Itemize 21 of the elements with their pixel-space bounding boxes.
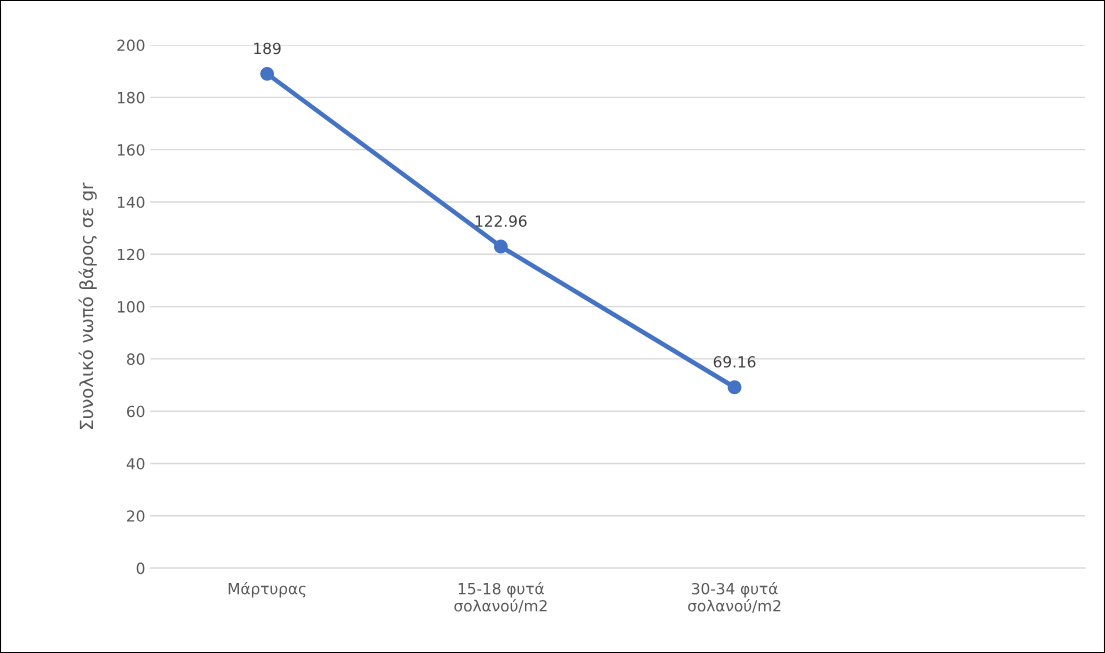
y-tick-label: 40 [126,457,145,470]
point [727,380,742,395]
point [260,66,275,81]
x-tick-label: 30-34 φυτά σολανού/m2 [688,582,781,613]
y-tick-label: 140 [117,196,145,208]
y-tick-label: 60 [127,405,145,418]
x-tick-label: 15-18 φυτά σολανού/m2 [454,582,547,613]
y-tick-label: 80 [127,353,145,365]
y-tick-label: 180 [117,91,145,104]
y-tick-label: 160 [117,144,145,156]
x-tick-label: Μάρτυρας [228,582,306,598]
y-tick-label: 100 [117,301,145,313]
data-label: 189 [254,42,281,55]
data-label: 69.16 [713,356,756,368]
data-label: 122.96 [475,215,527,227]
y-tick-label: 200 [117,39,145,52]
point [493,239,508,254]
y-axis-title: Συνολικό νωπό βάρος σε gr [78,182,97,429]
y-tick-label: 20 [127,510,145,522]
y-tick-label: 120 [117,248,145,261]
y-tick-label: 0 [136,562,145,575]
